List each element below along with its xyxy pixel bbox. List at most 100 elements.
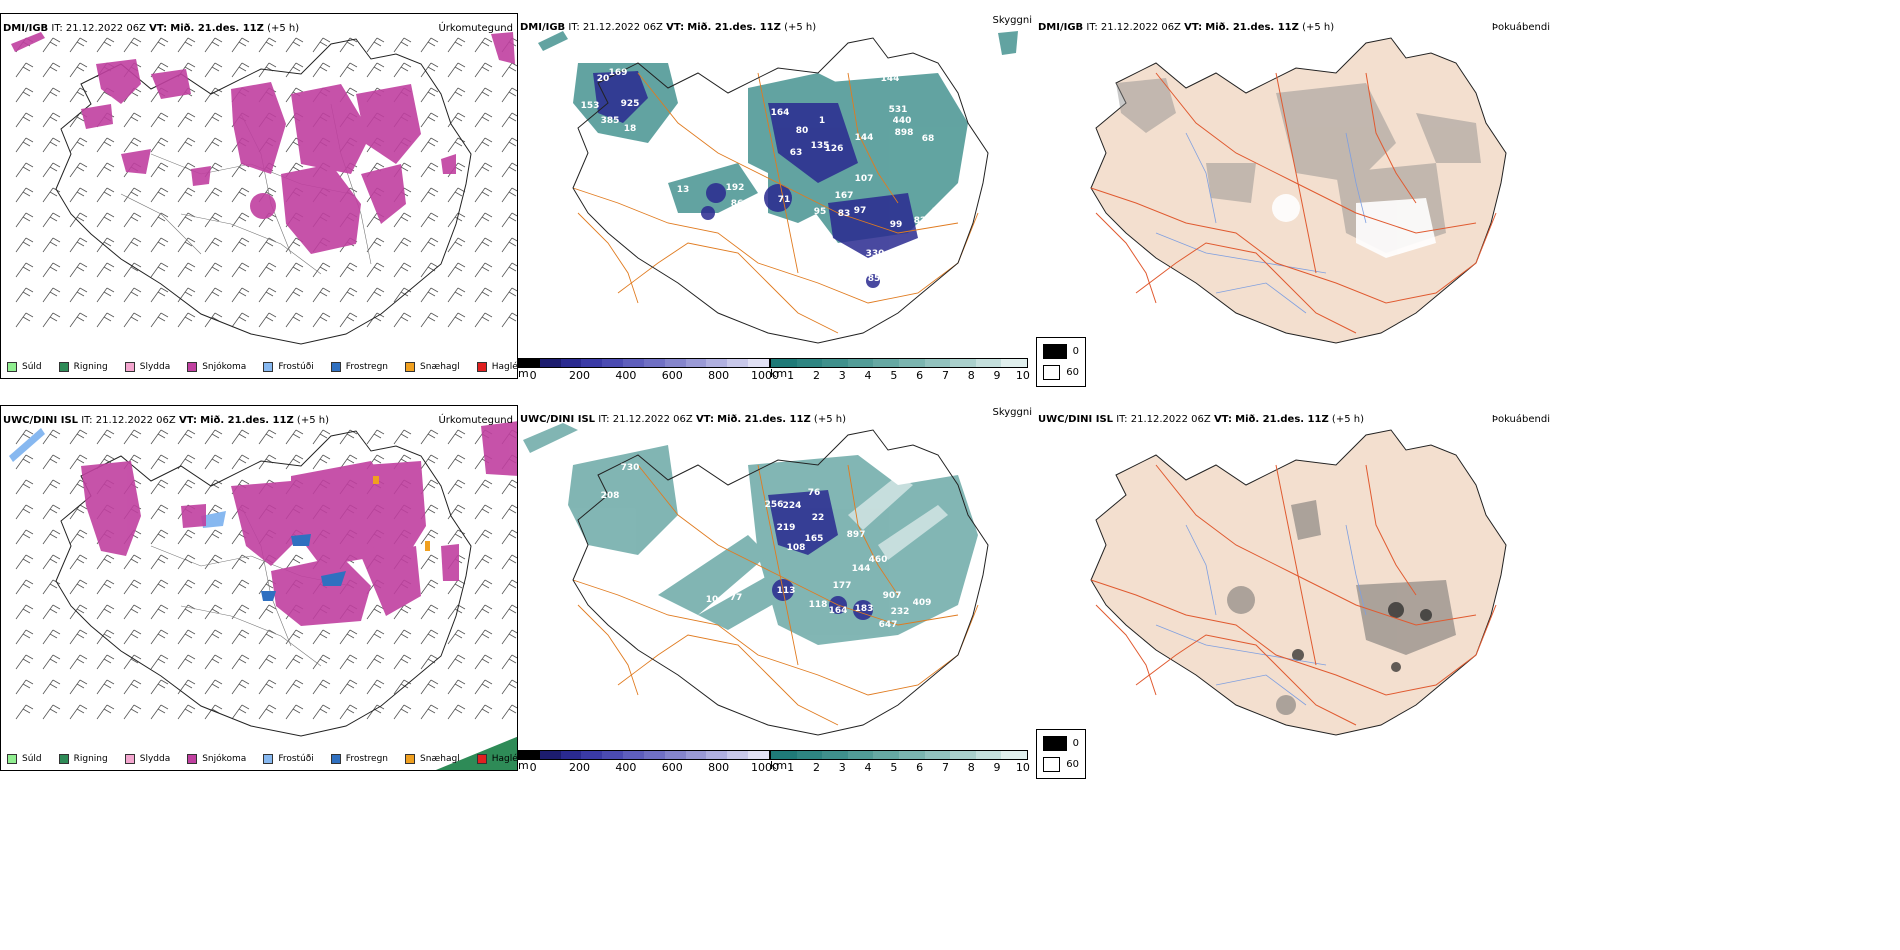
visibility-label: 385 xyxy=(601,116,620,126)
colorbar-cell xyxy=(519,359,540,367)
wind-barb xyxy=(15,87,34,103)
wind-barb xyxy=(393,429,412,445)
wind-barb xyxy=(474,579,493,595)
wind-barb xyxy=(204,187,223,203)
wind-barb xyxy=(96,429,115,445)
wind-barb xyxy=(501,629,517,645)
colorbar-tick: 6 xyxy=(916,761,924,774)
wind-barb xyxy=(339,654,358,670)
wind-barb xyxy=(123,604,142,620)
wind-barb xyxy=(258,429,277,445)
wind-barb xyxy=(366,629,385,645)
colorbar-tick: 7 xyxy=(941,369,949,382)
visibility-label: 232 xyxy=(891,607,910,617)
colorbar-tick: 1 xyxy=(787,369,795,382)
wind-barb xyxy=(69,37,88,53)
colorbar-cell xyxy=(706,751,728,759)
colorbar-tick: 9 xyxy=(993,369,1001,382)
wind-barb xyxy=(204,212,223,228)
colorbar-cell xyxy=(822,359,848,367)
wind-barb xyxy=(150,629,169,645)
wind-barb xyxy=(501,262,517,278)
wind-barb xyxy=(96,287,115,303)
wind-barb xyxy=(42,37,61,53)
colorbar-tick: 10 xyxy=(1015,761,1030,774)
visibility-label: 897 xyxy=(847,530,866,540)
wind-barb xyxy=(150,529,169,545)
colorbar-cell xyxy=(898,359,925,367)
wind-barb xyxy=(69,262,88,278)
visibility-label: 165 xyxy=(805,534,824,544)
wind-barb xyxy=(339,62,358,78)
wind-barb xyxy=(258,287,277,303)
wind-barb xyxy=(96,704,115,720)
wind-barb xyxy=(420,312,439,328)
wind-barb xyxy=(258,704,277,720)
wind-barb xyxy=(393,262,412,278)
visibility-label: 169 xyxy=(609,68,628,78)
wind-barb xyxy=(501,137,517,153)
wind-barb xyxy=(69,137,88,153)
wind-barb xyxy=(312,312,331,328)
wind-barb xyxy=(15,604,34,620)
colorbar-tick: 1000 xyxy=(750,369,779,382)
colorbar-cell xyxy=(706,359,728,367)
wind-barb xyxy=(231,454,250,470)
wind-barb xyxy=(150,479,169,495)
visibility-label: 409 xyxy=(913,598,932,608)
wind-barb xyxy=(69,187,88,203)
wind-barb xyxy=(231,312,250,328)
fog-panel-row1: DMI/IGB IT: 21.12.2022 06Z VT: Mið. 21.d… xyxy=(1036,13,1554,379)
wind-barb xyxy=(42,479,61,495)
wind-barb xyxy=(231,679,250,695)
visibility-label: 63 xyxy=(790,148,803,158)
wind-barb xyxy=(366,262,385,278)
colorbar-cell xyxy=(623,751,644,759)
snow-pellet-areas xyxy=(373,476,430,551)
colorbar-km-row2: 1 2 3 4 5 6 7 8 9 10 km xyxy=(770,750,1030,774)
wind-barb xyxy=(474,504,493,520)
wind-barb xyxy=(177,554,196,570)
visibility-label: 20 xyxy=(597,74,610,84)
wind-barb xyxy=(474,112,493,128)
wind-barb xyxy=(312,454,331,470)
iceland-land xyxy=(1090,429,1507,736)
wind-barb xyxy=(177,629,196,645)
wind-barb xyxy=(285,312,304,328)
wind-barb xyxy=(96,162,115,178)
colorbar-tick: 0 xyxy=(529,761,537,774)
wind-barb xyxy=(150,679,169,695)
wind-barb xyxy=(231,237,250,253)
wind-barb xyxy=(15,187,34,203)
wind-barb xyxy=(69,162,88,178)
wind-barb xyxy=(150,187,169,203)
wind-barb xyxy=(69,529,88,545)
visibility-label: 460 xyxy=(869,555,888,565)
wind-barb xyxy=(69,312,88,328)
wind-barb xyxy=(42,554,61,570)
wind-barb xyxy=(393,704,412,720)
colorbar-tick: 600 xyxy=(661,761,683,774)
wind-barb xyxy=(204,704,223,720)
wind-barb xyxy=(474,479,493,495)
wind-barb xyxy=(339,287,358,303)
wind-barb xyxy=(366,654,385,670)
wind-barb xyxy=(69,454,88,470)
wind-barb xyxy=(15,287,34,303)
wind-barb xyxy=(420,454,439,470)
fog-legend-item: 60 xyxy=(1043,757,1079,772)
colorbar-tick: 800 xyxy=(708,761,730,774)
navy-areas xyxy=(593,71,918,288)
colorbar-cell xyxy=(847,359,874,367)
wind-barb xyxy=(474,62,493,78)
legend-item: Slydda xyxy=(124,362,170,372)
wind-barb xyxy=(69,604,88,620)
wind-barb xyxy=(177,679,196,695)
rivers xyxy=(1155,132,1367,314)
legend-item: Súld xyxy=(7,362,42,372)
colorbar-tick: 400 xyxy=(615,369,637,382)
colorbar-cell xyxy=(898,751,925,759)
iceland-outline xyxy=(572,37,989,344)
wind-barb xyxy=(501,87,517,103)
wind-barb xyxy=(177,479,196,495)
